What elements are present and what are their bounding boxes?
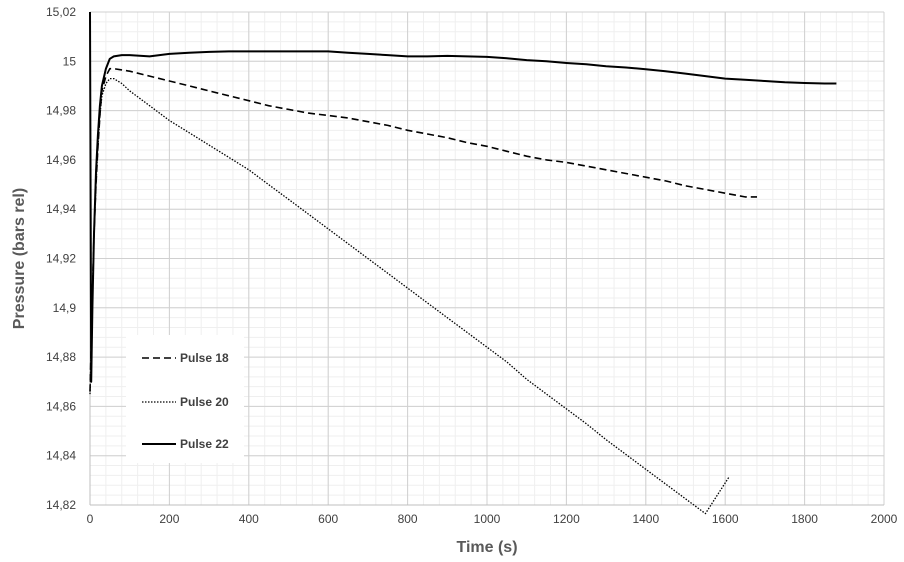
- x-tick-label: 1800: [791, 512, 818, 526]
- series-line-pulse-20: [89, 77, 730, 515]
- y-axis-title: Pressure (bars rel): [11, 188, 28, 329]
- y-tick-label: 14,94: [46, 202, 76, 216]
- y-tick-label: 14,86: [46, 399, 76, 413]
- x-tick-label: 2000: [871, 512, 898, 526]
- x-tick-label: 400: [239, 512, 259, 526]
- major-gridlines: [89, 11, 885, 506]
- x-tick-label: 1600: [712, 512, 739, 526]
- x-tick-label: 1200: [553, 512, 580, 526]
- legend: Pulse 18 Pulse 20 Pulse 22: [142, 351, 229, 451]
- x-tick-label: 600: [318, 512, 338, 526]
- x-tick-label: 1000: [474, 512, 501, 526]
- y-tick-label: 14,88: [46, 350, 76, 364]
- x-axis-title: Time (s): [456, 539, 517, 556]
- y-tick-label: 15: [63, 54, 77, 68]
- series-line-pulse-18: [89, 67, 757, 392]
- x-tick-label: 200: [159, 512, 179, 526]
- series-line-pulse-22: [89, 11, 837, 383]
- x-tick-label: 0: [87, 512, 94, 526]
- y-tick-label: 14,98: [46, 104, 76, 118]
- y-tick-label: 14,9: [53, 301, 77, 315]
- y-tick-label: 14,82: [46, 498, 76, 512]
- y-tick-label: 15,02: [46, 5, 76, 19]
- legend-label-pulse-20: Pulse 20: [180, 395, 229, 409]
- y-tick-label: 14,84: [46, 449, 76, 463]
- y-tick-label: 14,96: [46, 153, 76, 167]
- series-layer: [89, 11, 837, 515]
- legend-label-pulse-18: Pulse 18: [180, 351, 229, 365]
- y-tick-labels: 14,82 14,84 14,86 14,88 14,9 14,92 14,94 14,96 1…: [46, 5, 76, 512]
- legend-box: [126, 335, 244, 463]
- x-tick-label: 800: [398, 512, 418, 526]
- legend-label-pulse-22: Pulse 22: [180, 437, 229, 451]
- x-tick-labels: 0 200 400 600 800 1000 1200 1400 1600 1800 2000: [87, 512, 898, 526]
- y-tick-label: 14,92: [46, 252, 76, 266]
- x-tick-label: 1400: [632, 512, 659, 526]
